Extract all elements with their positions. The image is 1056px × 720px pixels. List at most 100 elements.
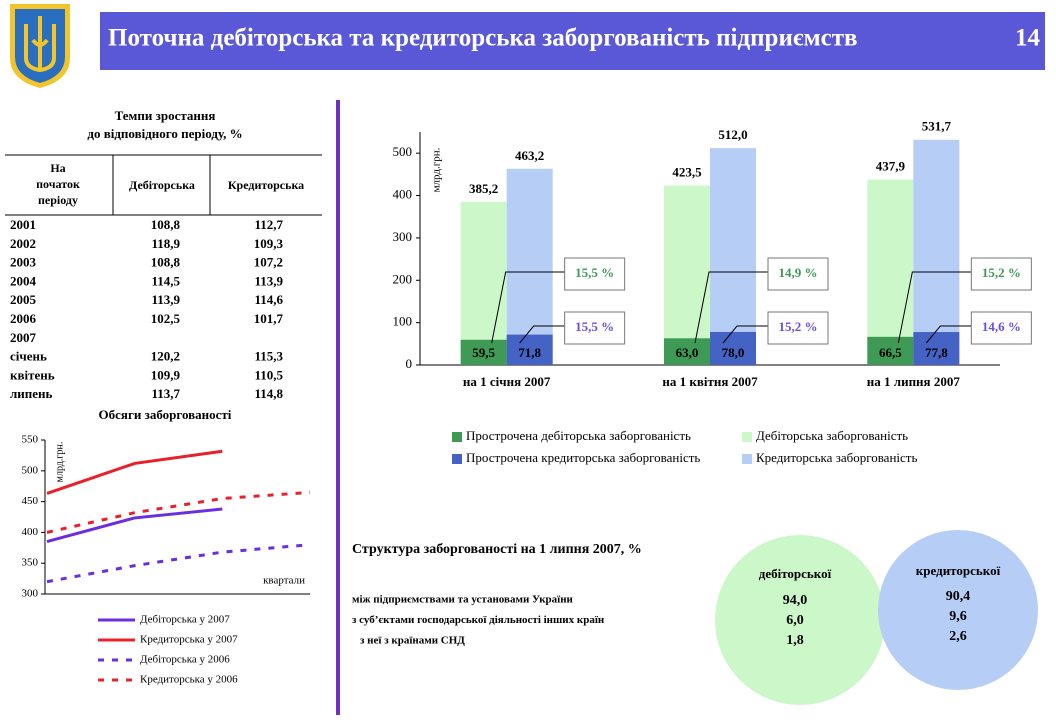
circle-value: 94,0 [783, 593, 808, 608]
column-header: періоду [38, 193, 78, 207]
chart-title: Обсяги заборгованості [99, 407, 232, 422]
coat-of-arms [10, 4, 70, 88]
table-cell: 118,9 [151, 236, 180, 251]
line [46, 490, 311, 534]
y-tick-label: 300 [22, 588, 39, 600]
y-tick-label: 300 [393, 229, 413, 244]
legend-label: Кредиторська у 2006 [140, 674, 238, 686]
table-cell: 114,6 [254, 292, 283, 307]
table-cell: 120,2 [151, 349, 180, 364]
table-cell: 115,3 [254, 349, 283, 364]
annotation-box [767, 257, 829, 291]
circle [715, 535, 885, 705]
table-cell: 2002 [10, 236, 36, 251]
annotation-box [564, 311, 626, 345]
legend-label: Кредиторська у 2007 [140, 634, 238, 646]
bar [867, 179, 914, 365]
bar [913, 332, 960, 365]
legend-label: Дебіторська у 2006 [140, 654, 230, 666]
table-cell: 109,9 [151, 367, 181, 382]
value-label: 385,2 [469, 181, 498, 196]
page-number: 14 [1015, 25, 1041, 52]
table-cell: 102,5 [151, 311, 181, 326]
y-tick-label: 400 [22, 526, 39, 538]
table-cell: 113,9 [254, 273, 283, 288]
table-cell: 114,5 [151, 273, 180, 288]
y-tick-label: 350 [22, 557, 39, 569]
bar [506, 334, 553, 365]
legend-swatch [742, 454, 752, 464]
column-header: Дебіторська [129, 178, 195, 192]
leader-line [519, 325, 565, 344]
annotation: 15,2 % [779, 319, 818, 334]
legend-label: Прострочена кредиторська заборгованість [466, 450, 700, 465]
value-label: 437,9 [876, 158, 906, 173]
annotation-box [564, 257, 626, 291]
y-tick-label: 400 [393, 187, 413, 202]
column-header: початок [36, 177, 80, 191]
y-tick-label: 450 [22, 495, 39, 507]
value-label: 78,0 [722, 345, 745, 360]
y-tick-label: 200 [393, 271, 413, 286]
bar [710, 331, 756, 365]
y-axis-label: млрд.грн. [54, 442, 65, 483]
leader-line [722, 325, 768, 344]
value-label: 463,2 [515, 148, 544, 163]
legend-swatch [452, 432, 462, 442]
legend-label: Дебіторська у 2007 [140, 614, 230, 626]
x-tick-label: на 1 липня 2007 [867, 374, 961, 389]
y-tick-label: 100 [393, 314, 413, 329]
circle-value: 2,6 [949, 629, 967, 644]
table-cell: січень [10, 349, 47, 364]
leader-line [694, 271, 768, 344]
circle-value: 9,6 [949, 609, 967, 624]
bar [460, 339, 507, 365]
column-header: На [50, 161, 65, 175]
table-cell: 2001 [10, 217, 36, 232]
circle-value: 1,8 [786, 633, 804, 648]
value-label: 531,7 [922, 119, 952, 134]
y-tick-label: 500 [22, 464, 39, 476]
structure-title: Структура заборгованості на 1 липня 2007… [352, 542, 642, 557]
y-tick-label: 0 [406, 356, 413, 371]
x-tick-label: на 1 квітня 2007 [662, 374, 758, 389]
table-cell: 114,8 [254, 386, 283, 401]
table-cell: 107,2 [254, 255, 283, 270]
annotation: 15,5 % [575, 265, 614, 280]
value-label: 512,0 [718, 127, 747, 142]
line [46, 543, 311, 584]
value-label: 63,0 [676, 345, 699, 360]
header-title: Поточна дебіторська та кредиторська забо… [108, 25, 858, 52]
annotation: 14,6 % [982, 319, 1021, 334]
bar [460, 201, 507, 365]
x-tick-label: на 1 січня 2007 [463, 374, 551, 389]
y-tick-label: 550 [22, 434, 39, 446]
table-cell: квітень [10, 367, 55, 382]
bar [913, 139, 960, 365]
table-cell: 2005 [10, 292, 37, 307]
annotation: 14,9 % [779, 265, 818, 280]
table-cell: 109,3 [254, 236, 284, 251]
table-cell: липень [10, 386, 53, 401]
table-caption: Темпи зростання [115, 108, 216, 123]
bar [506, 168, 553, 365]
table-cell: 108,8 [151, 217, 181, 232]
table-cell: 2007 [10, 330, 37, 345]
legend-swatch [742, 432, 752, 442]
leader-line [925, 325, 972, 344]
leader-line [491, 271, 565, 344]
annotation-box [970, 311, 1032, 345]
y-tick-label: 500 [393, 144, 413, 159]
legend-label: Прострочена дебіторська заборгованість [466, 428, 691, 443]
table-cell: 110,5 [254, 367, 283, 382]
value-label: 77,8 [925, 345, 948, 360]
legend-label: Дебіторська заборгованість [756, 428, 908, 443]
legend-swatch [452, 454, 462, 464]
circle [878, 530, 1038, 690]
circle-value: 90,4 [946, 589, 971, 604]
leader-line [897, 271, 972, 344]
row-label: з неї з країнами СНД [360, 635, 465, 647]
bar [664, 338, 710, 365]
value-label: 423,5 [672, 165, 702, 180]
